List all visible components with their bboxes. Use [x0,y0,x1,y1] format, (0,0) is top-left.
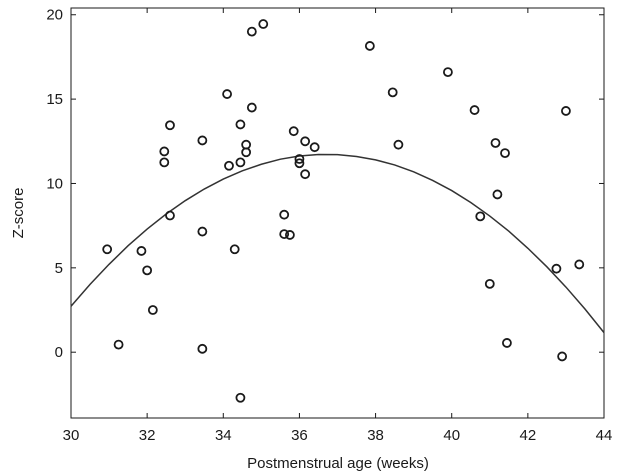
data-point [235,119,246,130]
data-point [561,106,571,116]
data-point [229,244,240,255]
data-point [165,210,175,221]
data-point [197,226,208,237]
data-point [279,209,290,220]
x-axis-title: Postmenstrual age (weeks) [247,455,429,472]
y-tick-label: 5 [55,260,63,277]
x-tick-label: 30 [63,427,80,444]
data-point [285,230,295,240]
plot-frame [70,7,605,419]
data-point [197,343,208,354]
data-point [469,105,480,115]
data-point [551,263,562,274]
data-point [102,244,113,255]
y-axis-title: Z-score [10,188,27,239]
data-point [222,89,232,99]
data-point [484,278,495,289]
data-point [235,392,246,403]
data-point [294,158,305,169]
data-point [288,126,299,137]
y-tick-labels: 0 5 10 15 20 [46,7,63,361]
data-point [393,139,404,150]
fit-curve [70,153,605,334]
data-point [300,169,311,180]
data-point [475,211,486,222]
data-point [258,19,269,29]
data-point [159,146,170,157]
y-tick-label: 0 [55,344,63,361]
data-point [364,41,375,51]
data-point [309,142,320,153]
data-point [235,157,246,168]
x-tick-labels: 30 32 34 36 38 40 42 44 [63,427,613,444]
data-point [500,148,510,159]
data-point [279,229,290,239]
data-points [102,19,585,403]
data-point [492,189,503,200]
data-point [165,120,175,131]
data-point [502,338,512,348]
y-tick-label: 20 [46,7,63,24]
data-point [159,157,170,168]
data-point [246,102,257,113]
x-tick-label: 36 [291,427,308,444]
data-point [294,154,305,164]
data-point [113,339,124,350]
x-tick-label: 34 [215,427,232,444]
y-tick-label: 15 [46,91,63,108]
data-point [246,26,257,37]
x-tick-label: 44 [596,427,613,444]
x-tick-label: 38 [367,427,384,444]
data-point [142,265,153,276]
data-point [197,135,208,146]
data-point [147,305,158,315]
data-point [387,87,398,98]
data-point [136,246,147,256]
data-point [224,160,234,171]
data-point [557,351,568,362]
tick-marks [70,8,605,418]
data-point [241,147,252,158]
y-tick-label: 10 [46,175,63,192]
data-point [574,259,585,270]
data-point [443,67,453,78]
x-tick-label: 42 [520,427,537,444]
data-point [300,136,311,147]
data-point [490,138,501,148]
x-tick-label: 32 [139,427,156,444]
x-tick-label: 40 [443,427,460,444]
